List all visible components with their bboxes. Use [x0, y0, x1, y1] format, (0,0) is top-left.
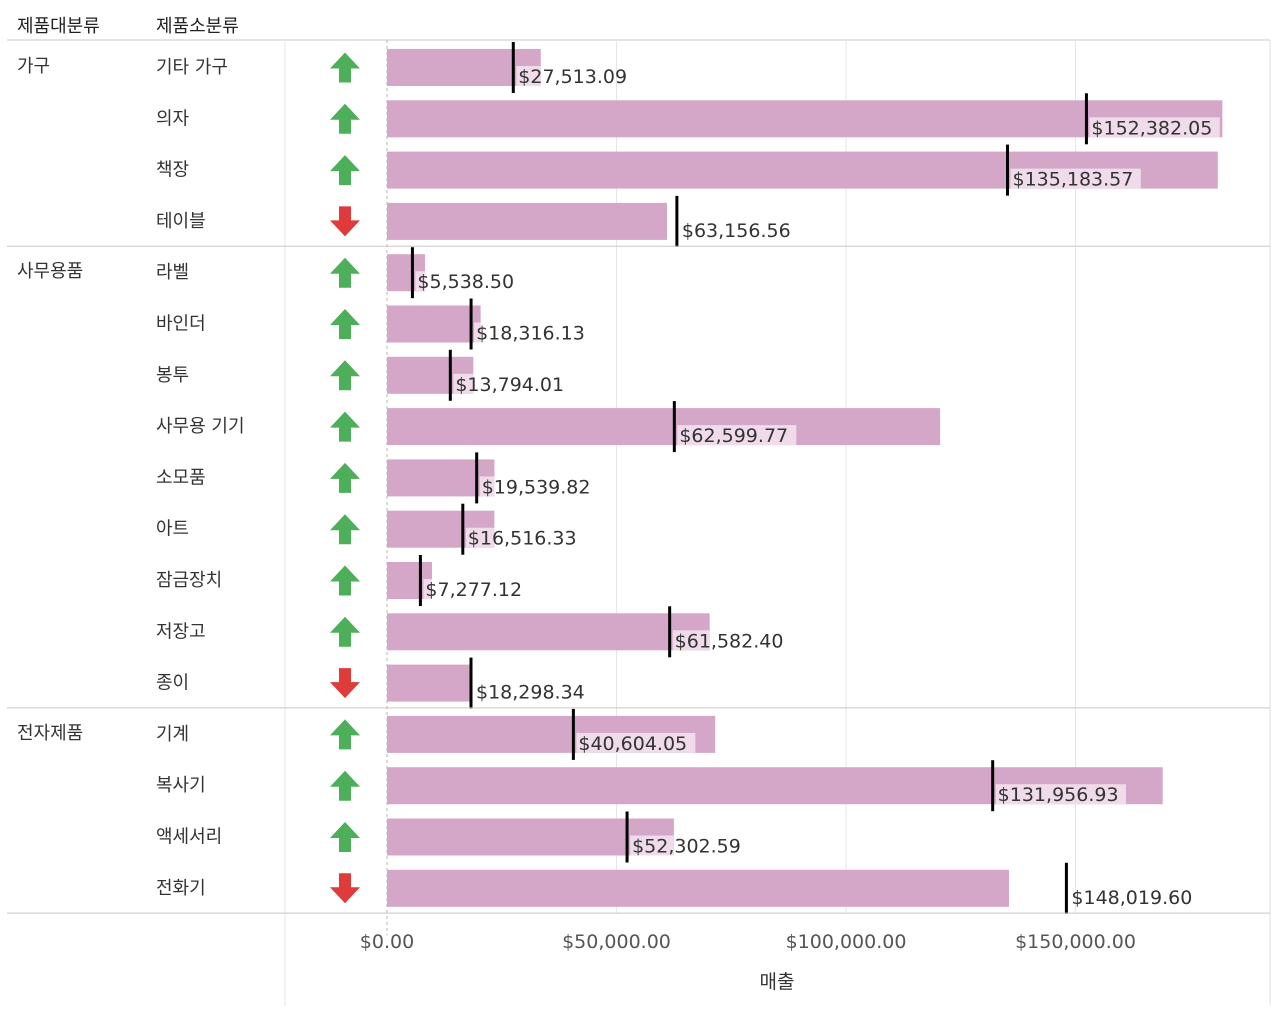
- target-label-background: [672, 630, 710, 651]
- sales-bar[interactable]: [387, 664, 470, 702]
- target-value-label: $13,794.01: [455, 374, 564, 396]
- target-value-label: $152,382.05: [1091, 117, 1212, 139]
- category-label: 사무용품: [17, 261, 83, 282]
- target-value-label: $16,516.33: [468, 528, 577, 550]
- target-value-label: $7,277.12: [425, 579, 522, 601]
- target-value-label: $18,316.13: [476, 323, 585, 345]
- category-label: 가구: [17, 56, 50, 77]
- trend-down-arrow-icon: [330, 668, 360, 699]
- target-label-background: [1089, 117, 1220, 138]
- trend-up-arrow-icon: [330, 360, 360, 391]
- subcategory-label: 봉투: [156, 365, 189, 386]
- subcategory-label: 복사기: [156, 775, 206, 796]
- x-axis-title: 매출: [760, 971, 795, 993]
- target-value-label: $19,539.82: [482, 476, 591, 498]
- trend-up-arrow-icon: [330, 411, 360, 442]
- subcategory-label: 전화기: [156, 878, 206, 899]
- sales-bar[interactable]: [387, 100, 1223, 138]
- trend-up-arrow-icon: [330, 155, 360, 186]
- target-label-background: [453, 373, 474, 394]
- trend-up-arrow-icon: [330, 719, 360, 750]
- subcategory-label: 기계: [156, 724, 189, 745]
- target-value-label: $63,156.56: [682, 220, 791, 242]
- target-value-label: $27,513.09: [518, 66, 627, 88]
- target-value-label: $40,604.05: [578, 733, 687, 755]
- sales-bar[interactable]: [387, 49, 541, 86]
- subcategory-label: 의자: [156, 108, 190, 129]
- sales-bar[interactable]: [387, 202, 667, 240]
- sales-bar[interactable]: [387, 408, 941, 446]
- trend-up-arrow-icon: [330, 822, 360, 852]
- trend-up-arrow-icon: [330, 514, 360, 545]
- subcategory-label: 잠금장치: [156, 570, 222, 591]
- subcategory-label: 사무용 기기: [156, 416, 245, 437]
- target-label-background: [479, 476, 495, 497]
- target-label-background: [677, 425, 797, 446]
- subcategory-label: 종이: [156, 673, 189, 694]
- target-label-background: [1010, 168, 1141, 189]
- subcategory-label: 바인더: [156, 314, 206, 335]
- trend-down-arrow-icon: [330, 873, 360, 904]
- x-tick-label: $150,000.00: [1015, 931, 1136, 953]
- subcategory-label: 액세서리: [156, 827, 222, 848]
- target-value-label: $131,956.93: [998, 784, 1119, 806]
- subcategory-column-header: 제품소분류: [156, 16, 239, 37]
- target-value-label: $52,302.59: [632, 836, 741, 858]
- subcategory-label: 아트: [156, 519, 189, 540]
- target-value-label: $61,582.40: [675, 630, 784, 652]
- target-label-background: [415, 271, 426, 292]
- trend-up-arrow-icon: [330, 462, 360, 493]
- target-label-background: [516, 66, 541, 86]
- trend-down-arrow-icon: [330, 206, 360, 237]
- x-tick-label: $50,000.00: [562, 931, 671, 953]
- subcategory-label: 테이블: [156, 211, 206, 232]
- trend-up-arrow-icon: [330, 52, 360, 83]
- target-label-background: [423, 579, 432, 599]
- sales-bar[interactable]: [387, 305, 481, 343]
- trend-up-arrow-icon: [330, 616, 360, 647]
- x-tick-label: $100,000.00: [786, 931, 907, 953]
- x-tick-label: $0.00: [360, 931, 414, 953]
- category-column-header: 제품대분류: [17, 16, 100, 37]
- trend-up-arrow-icon: [330, 103, 360, 134]
- target-value-label: $148,019.60: [1071, 887, 1192, 909]
- trend-up-arrow-icon: [330, 309, 360, 339]
- sales-bar[interactable]: [387, 869, 1009, 907]
- trend-up-arrow-icon: [330, 565, 360, 596]
- target-label-background: [995, 784, 1126, 805]
- category-label: 전자제품: [17, 723, 83, 744]
- subcategory-label: 책장: [156, 160, 189, 181]
- target-label-background: [474, 322, 481, 343]
- target-label-background: [465, 527, 495, 548]
- subcategory-label: 기타 가구: [156, 57, 228, 78]
- sales-bar[interactable]: [387, 613, 710, 651]
- target-value-label: $62,599.77: [679, 425, 788, 447]
- sales-bar[interactable]: [387, 459, 495, 497]
- subcategory-label: 라벨: [156, 262, 189, 283]
- trend-up-arrow-icon: [330, 770, 360, 801]
- subcategory-label: 소모품: [156, 467, 206, 488]
- trend-up-arrow-icon: [330, 257, 360, 288]
- target-value-label: $18,298.34: [476, 682, 585, 704]
- target-value-label: $135,183.57: [1012, 169, 1133, 191]
- target-label-background: [630, 835, 674, 856]
- subcategory-label: 저장고: [156, 621, 206, 642]
- target-value-label: $5,538.50: [417, 271, 514, 293]
- target-label-background: [576, 732, 696, 753]
